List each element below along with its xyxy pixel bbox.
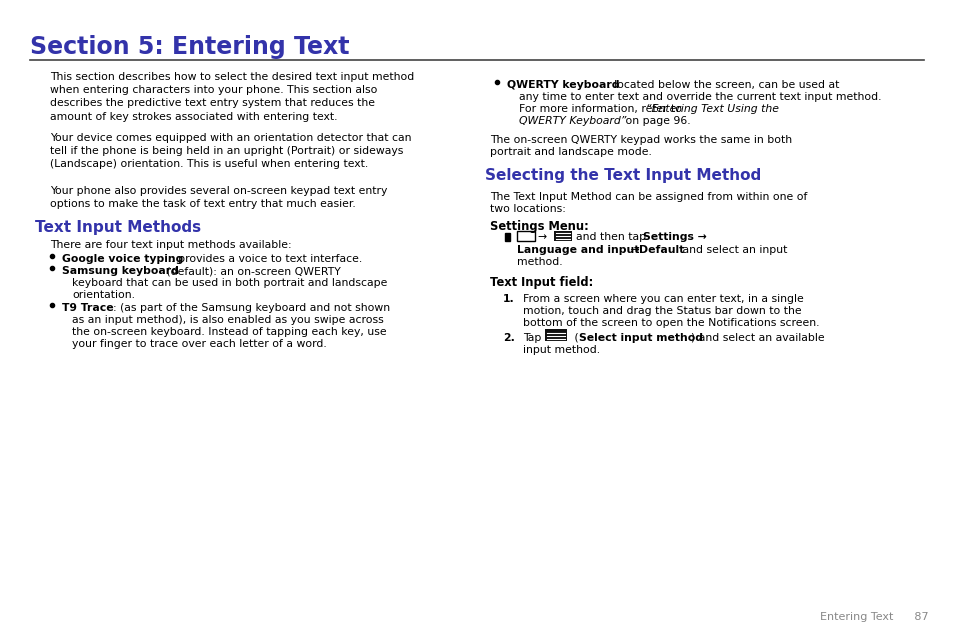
Text: 1.: 1. — [502, 294, 515, 304]
Text: The Text Input Method can be assigned from within one of: The Text Input Method can be assigned fr… — [490, 192, 806, 202]
Text: your finger to trace over each letter of a word.: your finger to trace over each letter of… — [71, 339, 327, 349]
Text: This section describes how to select the desired text input method
when entering: This section describes how to select the… — [50, 72, 414, 121]
Text: : located below the screen, can be used at: : located below the screen, can be used … — [606, 80, 839, 90]
Text: as an input method), is also enabled as you swipe across: as an input method), is also enabled as … — [71, 315, 383, 325]
Text: →: → — [626, 245, 642, 255]
Bar — [544, 329, 566, 341]
Text: two locations:: two locations: — [490, 204, 565, 214]
Text: (: ( — [571, 333, 578, 343]
Text: QWERTY Keyboard”: QWERTY Keyboard” — [518, 116, 626, 126]
Text: “Entering Text Using the: “Entering Text Using the — [645, 104, 779, 114]
Text: The on-screen QWERTY keypad works the same in both: The on-screen QWERTY keypad works the sa… — [490, 135, 791, 145]
Text: Your device comes equipped with an orientation detector that can
tell if the pho: Your device comes equipped with an orien… — [50, 133, 411, 169]
Text: keyboard that can be used in both portrait and landscape: keyboard that can be used in both portra… — [71, 278, 387, 288]
Text: Settings →: Settings → — [642, 232, 706, 242]
Text: ) and select an available: ) and select an available — [690, 333, 823, 343]
Text: 2.: 2. — [502, 333, 515, 343]
Text: Tap: Tap — [522, 333, 544, 343]
Text: Settings Menu:: Settings Menu: — [490, 220, 588, 233]
Bar — [517, 231, 535, 241]
Text: any time to enter text and override the current text input method.: any time to enter text and override the … — [518, 92, 881, 102]
Text: Text Input Methods: Text Input Methods — [35, 220, 201, 235]
Text: For more information, refer to: For more information, refer to — [518, 104, 688, 114]
Text: T9 Trace: T9 Trace — [62, 303, 113, 313]
Text: bottom of the screen to open the Notifications screen.: bottom of the screen to open the Notific… — [522, 318, 819, 328]
Text: Section 5: Entering Text: Section 5: Entering Text — [30, 35, 349, 59]
Text: Language and input: Language and input — [517, 245, 639, 255]
Text: Samsung keyboard: Samsung keyboard — [62, 266, 179, 276]
Text: Select input method: Select input method — [578, 333, 702, 343]
Text: →: → — [537, 232, 545, 242]
Text: From a screen where you can enter text, in a single: From a screen where you can enter text, … — [522, 294, 803, 304]
Text: Default: Default — [639, 245, 683, 255]
Text: : provides a voice to text interface.: : provides a voice to text interface. — [171, 254, 362, 264]
Text: Entering Text      87: Entering Text 87 — [820, 612, 927, 622]
Text: (default): an on-screen QWERTY: (default): an on-screen QWERTY — [163, 266, 340, 276]
Text: method.: method. — [517, 257, 562, 267]
Text: on page 96.: on page 96. — [621, 116, 690, 126]
Text: : (as part of the Samsung keyboard and not shown: : (as part of the Samsung keyboard and n… — [112, 303, 390, 313]
Text: motion, touch and drag the Status bar down to the: motion, touch and drag the Status bar do… — [522, 306, 801, 316]
Text: Text Input field:: Text Input field: — [490, 276, 593, 289]
Text: and then tap: and then tap — [576, 232, 649, 242]
Text: Selecting the Text Input Method: Selecting the Text Input Method — [484, 168, 760, 183]
Text: orientation.: orientation. — [71, 290, 135, 300]
Text: Google voice typing: Google voice typing — [62, 254, 183, 264]
Text: and select an input: and select an input — [679, 245, 786, 255]
Bar — [554, 231, 572, 241]
Text: QWERTY keyboard: QWERTY keyboard — [506, 80, 618, 90]
Text: portrait and landscape mode.: portrait and landscape mode. — [490, 147, 651, 157]
Text: There are four text input methods available:: There are four text input methods availa… — [50, 240, 292, 250]
Polygon shape — [504, 233, 510, 241]
Text: input method.: input method. — [522, 345, 599, 355]
Text: Your phone also provides several on-screen keypad text entry
options to make the: Your phone also provides several on-scre… — [50, 186, 387, 209]
Text: the on-screen keyboard. Instead of tapping each key, use: the on-screen keyboard. Instead of tappi… — [71, 327, 386, 337]
